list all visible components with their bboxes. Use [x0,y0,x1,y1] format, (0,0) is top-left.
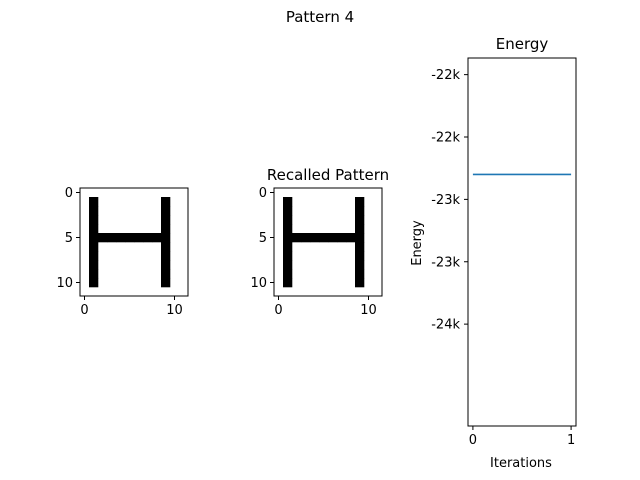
pattern-pixel-1-11 [355,206,365,216]
pattern-pixel-1-4 [283,233,293,243]
pattern-pixel-1-12 [355,215,365,225]
pattern-pixel-0-20 [98,233,108,243]
pattern-pixel-1-2 [283,215,293,225]
x-tick-label-10: 10 [166,303,183,318]
energy-x-tick-label-0: 0 [469,433,477,448]
pattern-pixel-1-9 [283,278,293,288]
pattern-pixel-1-1 [283,206,293,216]
pattern-pixel-1-23 [319,233,329,243]
pattern-pixel-1-24 [328,233,338,243]
pattern-pixel-1-10 [355,197,365,207]
energy-y-tick-label-3: -23k [431,255,460,270]
pattern-pixel-0-8 [89,269,99,279]
pattern-pixel-0-2 [89,215,99,225]
pattern-pixel-1-22 [310,233,320,243]
pattern-pixel-1-13 [355,224,365,234]
pattern-pixel-1-19 [355,278,365,288]
energy-panel: Energy Iterations Energy -22k -22k -23k -23… [410,35,577,471]
pattern-frame [79,187,189,297]
pattern-pixel-1-5 [283,242,293,252]
x-tick-label-0: 0 [80,303,88,318]
pattern-pixel-0-6 [89,251,99,261]
pattern-pixel-0-13 [161,224,171,234]
pattern-pixel-1-15 [355,242,365,252]
energy-y-tick-label-1: -22k [431,131,460,146]
input-pattern-panel: 0 10 0 5 10 [56,186,189,318]
pattern-pixel-0-26 [152,233,162,243]
x-tick-label-0: 0 [274,303,282,318]
energy-xlabel: Iterations [490,456,552,471]
pattern-pixel-0-1 [89,206,99,216]
pattern-pixel-0-11 [161,206,171,216]
pattern-pixel-1-18 [355,269,365,279]
energy-x-tick-label-1: 1 [567,433,575,448]
pattern-pixel-0-17 [161,260,171,270]
energy-y-tick-label-0: -22k [431,68,460,83]
pattern-pixel-0-9 [89,278,99,288]
energy-title: Energy [496,35,549,53]
y-tick-label-5: 5 [65,231,73,246]
pattern-pixel-0-19 [161,278,171,288]
pattern-pixel-1-25 [337,233,347,243]
pattern-pixel-0-21 [107,233,117,243]
pattern-pixel-0-18 [161,269,171,279]
pattern-pixel-0-24 [134,233,144,243]
pattern-pixel-0-4 [89,233,99,243]
y-tick-label-5: 5 [259,231,267,246]
energy-y-tick-label-2: -23k [431,193,460,208]
x-tick-label-10: 10 [360,303,377,318]
pattern-pixel-0-12 [161,215,171,225]
y-tick-label-0: 0 [259,186,267,201]
pattern-pixel-0-14 [161,233,171,243]
pattern-pixel-1-17 [355,260,365,270]
recalled-pattern-panel: Recalled Pattern 0 10 0 5 10 [250,166,389,318]
pattern-pixel-0-7 [89,260,99,270]
pattern-pixel-0-22 [116,233,126,243]
pattern-pixel-0-10 [161,197,171,207]
pattern-pixel-1-14 [355,233,365,243]
pattern-pixel-0-5 [89,242,99,252]
pattern-pixel-1-6 [283,251,293,261]
y-tick-label-10: 10 [250,276,267,291]
pattern-pixel-1-7 [283,260,293,270]
energy-y-tick-label-4: -24k [431,318,460,333]
figure-title: Pattern 4 [286,8,354,26]
pattern-pixel-0-3 [89,224,99,234]
pattern-pixel-0-15 [161,242,171,252]
pattern-pixel-1-20 [292,233,302,243]
pattern-pixel-1-21 [301,233,311,243]
pattern-pixel-0-16 [161,251,171,261]
pattern-pixel-1-16 [355,251,365,261]
y-tick-label-0: 0 [65,186,73,201]
energy-axes-frame [467,57,577,427]
recalled-pattern-title: Recalled Pattern [267,166,389,184]
pattern-pixel-0-25 [143,233,153,243]
pattern-pixel-0-23 [125,233,135,243]
pattern-pixel-1-0 [283,197,293,207]
pattern-pixel-0-0 [89,197,99,207]
pattern-pixel-1-3 [283,224,293,234]
pattern-pixel-1-26 [346,233,356,243]
pattern-frame [273,187,383,297]
y-tick-label-10: 10 [56,276,73,291]
energy-ylabel: Energy [410,220,425,266]
pattern-pixel-1-8 [283,269,293,279]
